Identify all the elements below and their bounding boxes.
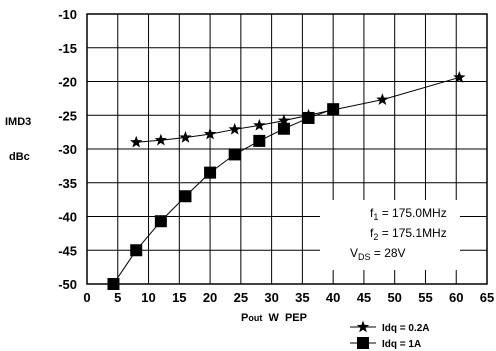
annotation-f1: f1 = 175.0MHz — [370, 206, 447, 222]
x-axis-label-rest: W PEP — [262, 312, 307, 324]
x-tick-label: 40 — [326, 290, 340, 305]
data-point-star — [253, 118, 266, 131]
x-tick-label: 0 — [83, 290, 90, 305]
legend-item-0: Idq = 0.2A — [350, 320, 430, 334]
data-point-star — [228, 122, 241, 135]
data-point-star — [154, 133, 168, 146]
legend-star-marker — [356, 320, 370, 333]
series-0 — [130, 70, 466, 148]
x-axis-label-sub: out — [248, 313, 262, 323]
y-tick-label: -25 — [58, 108, 77, 123]
legend-label-0: Idq = 0.2A — [382, 323, 430, 334]
data-point-star — [277, 114, 291, 126]
data-point-square — [179, 190, 192, 203]
x-axis-label: Pout W PEP — [241, 312, 307, 324]
x-tick-label: 30 — [264, 290, 278, 305]
annotation-background — [320, 200, 460, 270]
data-point-star — [376, 93, 389, 105]
legend-marker-square — [357, 337, 369, 349]
data-point-square — [228, 148, 241, 161]
data-point-square — [327, 103, 340, 116]
annotation-f2: f2 = 175.1MHz — [370, 226, 447, 242]
x-tick-label: 45 — [357, 290, 371, 305]
x-axis-label-main: P — [241, 312, 248, 324]
y-tick-label: -30 — [58, 142, 77, 157]
data-point-star — [203, 127, 217, 140]
x-tick-label: 20 — [203, 290, 217, 305]
y-tick-label: -35 — [58, 176, 77, 191]
data-point-star — [130, 135, 143, 148]
annotation-f2-rest: = 175.1MHz — [378, 226, 446, 240]
y-axis-label-line-2: dBc — [9, 151, 30, 163]
annotation-vds-sub: DS — [358, 252, 371, 262]
tick-labels: 0 5 10 15 20 25 30 35 40 45 50 55 60 65 -10 -15 -20 -25 -3… — [58, 7, 494, 305]
annotation-f2-base: f — [370, 226, 374, 240]
x-tick-label: 65 — [480, 290, 494, 305]
data-point-square — [130, 244, 143, 257]
x-tick-label: 5 — [114, 290, 121, 305]
legend-item-1: Idq = 1A — [350, 337, 421, 350]
annotation-vds-rest: = 28V — [371, 246, 406, 260]
y-tick-label: -40 — [58, 210, 77, 225]
legend-square-marker — [357, 337, 369, 349]
data-point-square — [204, 166, 217, 179]
data-point-star — [179, 131, 192, 143]
data-point-square — [302, 111, 315, 124]
y-tick-label: -20 — [58, 75, 77, 90]
series-layer — [107, 70, 466, 290]
legend-label-1: Idq = 1A — [382, 339, 421, 350]
series-line-1 — [113, 108, 334, 285]
y-tick-label: -10 — [58, 7, 77, 22]
series-line-0 — [136, 76, 460, 143]
data-point-star — [453, 70, 466, 83]
series-1 — [107, 103, 340, 290]
x-tick-label: 10 — [141, 290, 155, 305]
legend-marker-star — [356, 320, 370, 333]
y-axis-label-line-1: IMD3 — [5, 116, 31, 128]
data-point-square — [277, 122, 290, 135]
x-tick-label: 55 — [418, 290, 432, 305]
x-tick-label: 25 — [234, 290, 248, 305]
annotation-f1-base: f — [370, 206, 374, 220]
annotation-f2-sub: 2 — [373, 232, 378, 242]
y-tick-label: -15 — [58, 41, 77, 56]
x-tick-label: 35 — [295, 290, 309, 305]
y-tick-label: -50 — [58, 277, 77, 292]
data-point-square — [154, 215, 167, 228]
conditions-annotation: f1 = 175.0MHz f2 = 175.1MHz VDS = 28V — [320, 200, 460, 270]
plot-frame — [86, 13, 488, 285]
legend: Idq = 0.2A Idq = 1A — [350, 320, 430, 350]
annotation-vds-base: V — [350, 246, 358, 260]
annotation-vds: VDS = 28V — [350, 246, 406, 262]
x-tick-label: 15 — [172, 290, 186, 305]
data-point-square — [253, 134, 266, 147]
x-tick-label: 60 — [449, 290, 463, 305]
annotation-f1-sub: 1 — [373, 212, 378, 222]
grid-layer — [87, 14, 487, 284]
y-tick-label: -45 — [58, 243, 77, 258]
x-tick-label: 50 — [387, 290, 401, 305]
annotation-f1-rest: = 175.0MHz — [378, 206, 446, 220]
